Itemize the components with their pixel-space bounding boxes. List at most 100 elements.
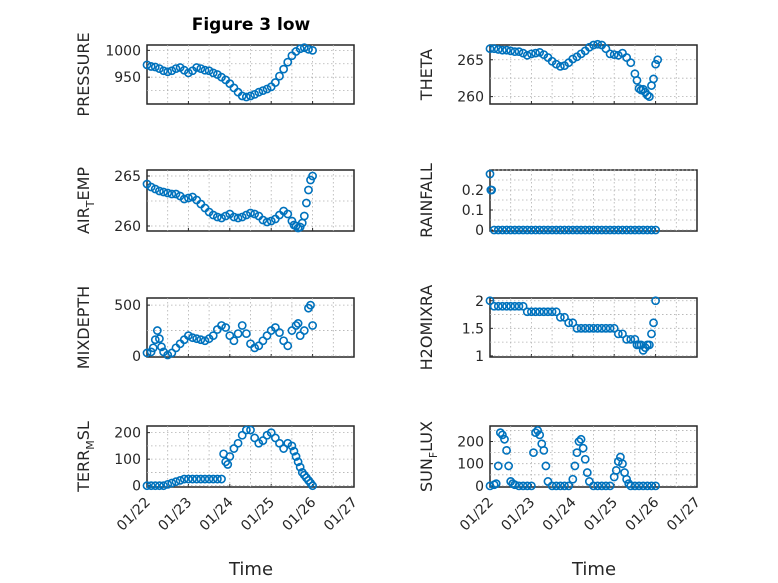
data-point xyxy=(287,441,297,451)
panel-terr_msl: 0 100 200 TERRMSL 01/22 01/23 01/24 01/25 01/26 0… xyxy=(74,421,361,534)
data-point xyxy=(283,57,293,67)
data-point xyxy=(506,301,516,311)
data-point xyxy=(233,438,243,448)
data-point xyxy=(146,182,156,192)
data-point xyxy=(188,333,197,343)
data-point xyxy=(142,60,152,70)
data-point xyxy=(647,481,656,491)
data-point xyxy=(295,44,305,54)
data-point xyxy=(489,301,499,311)
data-point xyxy=(233,329,243,339)
data-point xyxy=(241,92,251,102)
y-tick-label: 265 xyxy=(114,169,141,185)
data-point xyxy=(258,215,268,225)
data-point xyxy=(266,428,276,438)
data-point xyxy=(295,462,305,472)
data-point xyxy=(148,343,158,353)
data-point xyxy=(237,212,247,222)
data-point xyxy=(200,65,210,75)
data-point xyxy=(155,334,164,344)
x-tick-label: 01/26 xyxy=(623,494,663,534)
data-point xyxy=(208,210,218,220)
data-point xyxy=(491,479,501,489)
x-tick-label: 01/27 xyxy=(321,495,361,535)
y-tick-label: 950 xyxy=(114,70,141,86)
data-point xyxy=(601,225,611,235)
y-tick-label: 0 xyxy=(475,223,484,239)
y-axis-label: H2OMIXRA xyxy=(417,285,436,371)
data-point xyxy=(502,301,511,311)
data-point xyxy=(555,225,565,235)
data-point xyxy=(200,474,210,484)
data-point xyxy=(589,40,598,50)
panel-mixdepth: 0 500 MIXDEPTH xyxy=(74,286,355,369)
data-point xyxy=(246,208,255,218)
data-point xyxy=(539,307,549,317)
data-point xyxy=(593,481,603,491)
data-point xyxy=(159,66,168,76)
data-point xyxy=(212,474,222,484)
data-point xyxy=(142,348,152,358)
data-point xyxy=(493,225,503,235)
data-point xyxy=(522,307,532,317)
data-point xyxy=(589,225,598,235)
x-tick-label: 01/24 xyxy=(540,494,580,534)
data-point xyxy=(568,474,578,484)
data-point xyxy=(653,55,663,65)
data-point xyxy=(522,481,532,491)
data-point xyxy=(514,225,524,235)
y-tick-label: 0 xyxy=(132,479,141,495)
data-point xyxy=(498,225,507,235)
data-point xyxy=(529,448,538,458)
data-point xyxy=(611,465,621,475)
data-point xyxy=(568,318,578,328)
data-point xyxy=(498,301,507,311)
data-point xyxy=(541,461,551,471)
data-point xyxy=(547,481,557,491)
data-point xyxy=(522,50,532,60)
data-point xyxy=(291,321,301,330)
data-point xyxy=(241,425,251,435)
data-point xyxy=(183,193,193,203)
data-point xyxy=(630,225,640,235)
data-point xyxy=(560,481,569,491)
data-point xyxy=(223,460,233,469)
data-point xyxy=(564,318,574,328)
axes-box xyxy=(489,425,698,488)
x-tick-label: 01/24 xyxy=(197,494,237,534)
y-tick-label: 100 xyxy=(114,452,141,468)
data-point xyxy=(212,212,222,222)
data-point xyxy=(518,301,528,311)
data-point xyxy=(498,430,507,440)
data-point xyxy=(580,454,590,464)
data-point xyxy=(555,312,565,322)
data-point xyxy=(539,445,549,455)
data-point xyxy=(560,312,569,322)
data-point xyxy=(250,343,260,353)
data-point xyxy=(597,323,607,333)
data-point xyxy=(171,64,181,73)
data-point xyxy=(572,323,582,333)
data-point xyxy=(622,334,632,344)
data-point xyxy=(200,336,210,346)
data-point xyxy=(217,213,226,223)
y-tick-label: 500 xyxy=(114,298,141,314)
data-point xyxy=(146,481,156,491)
y-tick-label: 0.1 xyxy=(462,203,484,219)
y-axis-label: MIXDEPTH xyxy=(74,286,93,369)
data-point xyxy=(502,445,511,455)
data-point xyxy=(506,46,516,56)
data-point xyxy=(308,481,317,491)
data-point xyxy=(533,426,543,435)
data-point xyxy=(593,323,603,333)
data-point xyxy=(489,44,499,54)
data-point xyxy=(485,169,495,179)
data-point xyxy=(237,430,247,440)
data-point xyxy=(493,461,503,471)
y-tick-label: 0 xyxy=(475,479,484,495)
data-point xyxy=(568,225,578,235)
y-tick-label: 1000 xyxy=(105,43,141,59)
data-point xyxy=(163,350,173,360)
data-point xyxy=(498,45,507,55)
data-point xyxy=(535,307,545,317)
